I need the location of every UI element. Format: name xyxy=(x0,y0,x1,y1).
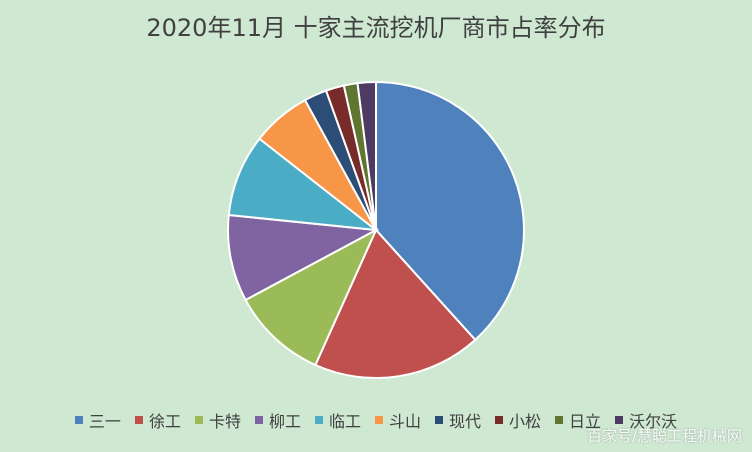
pie-slice-4 xyxy=(227,213,380,302)
legend-label: 小松 xyxy=(509,412,542,431)
pie-slice-5 xyxy=(227,137,380,232)
pie-slices xyxy=(227,80,525,379)
legend-swatch xyxy=(134,416,143,424)
legend-item: 徐工 xyxy=(134,408,181,432)
legend-label: 日立 xyxy=(569,412,602,431)
legend-swatch xyxy=(615,416,624,424)
legend-label: 柳工 xyxy=(268,412,301,431)
legend-label: 斗山 xyxy=(389,412,422,431)
legend-item: 日立 xyxy=(555,408,601,432)
legend-item: 临工 xyxy=(314,408,361,432)
legend-label: 临工 xyxy=(328,412,361,431)
legend-swatch xyxy=(435,416,444,424)
legend-label: 三一 xyxy=(88,412,121,431)
legend-label: 卡特 xyxy=(208,412,241,431)
pie-slice-1 xyxy=(375,80,525,342)
legend-item: 沃尔沃 xyxy=(615,408,677,432)
legend-swatch xyxy=(314,416,323,424)
watermark-text: 百家号/慧聪工程机械网 xyxy=(586,427,742,445)
legend-label: 沃尔沃 xyxy=(629,412,678,431)
pie-slice-10 xyxy=(356,80,377,231)
legend-item: 卡特 xyxy=(194,408,241,432)
legend-label: 徐工 xyxy=(148,412,181,431)
legend-swatch xyxy=(375,416,383,424)
legend: 三一 徐工 卡特 柳工 临工 斗山 现代 小松 日立 沃尔沃 xyxy=(0,408,752,432)
legend-item: 现代 xyxy=(435,408,481,432)
legend-label: 现代 xyxy=(449,412,482,431)
legend-item: 柳工 xyxy=(254,408,301,432)
pie-slice-3 xyxy=(244,227,379,367)
legend-swatch xyxy=(555,416,564,424)
legend-swatch xyxy=(194,416,203,424)
legend-item: 斗山 xyxy=(375,408,421,432)
legend-item: 小松 xyxy=(495,408,541,432)
legend-swatch xyxy=(254,416,263,424)
pie-slice-2 xyxy=(314,228,477,379)
legend-swatch xyxy=(74,416,83,424)
legend-swatch xyxy=(495,416,504,424)
chart-title: 2020年11月 十家主流挖机厂商市占率分布 xyxy=(146,14,606,42)
legend-item: 三一 xyxy=(74,408,121,432)
